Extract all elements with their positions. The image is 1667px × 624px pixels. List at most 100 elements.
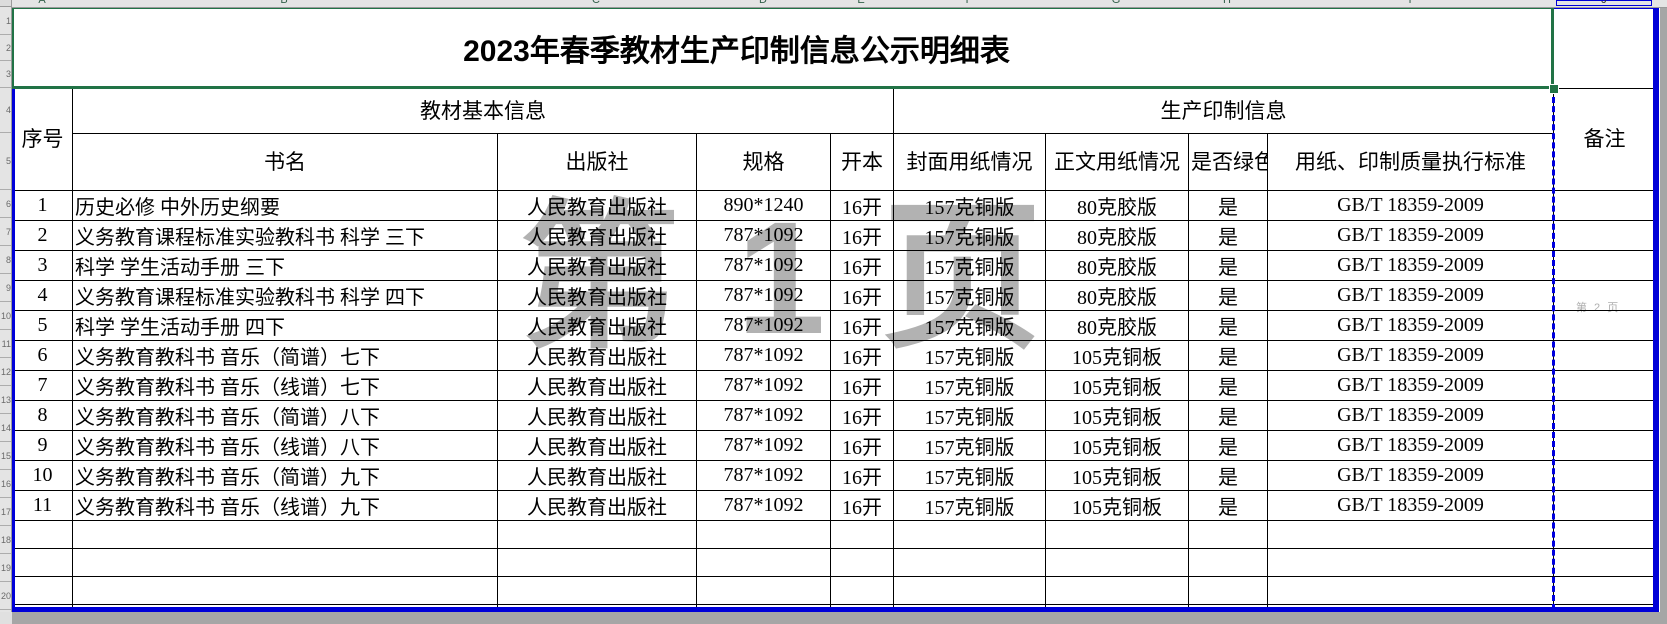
column-letter-C[interactable]: C xyxy=(592,0,600,6)
empty-cell-standard[interactable] xyxy=(1267,520,1554,549)
cell-remark[interactable] xyxy=(1553,310,1656,341)
column-letter-I[interactable]: I xyxy=(1408,0,1412,6)
cell-serial[interactable]: 8 xyxy=(12,400,73,431)
cell-publisher[interactable]: 人民教育出版社 xyxy=(497,460,697,491)
empty-cell-body-paper[interactable] xyxy=(1045,548,1189,577)
cell-format[interactable]: 16开 xyxy=(830,280,894,311)
cell-spec[interactable]: 787*1092 xyxy=(696,310,831,341)
cell-book-title[interactable]: 义务教育教科书 音乐（简谱）八下 xyxy=(72,400,498,431)
cell-cover-paper[interactable]: 157克铜版 xyxy=(893,340,1046,371)
empty-cell-green-print[interactable] xyxy=(1188,520,1268,549)
row-number-13[interactable]: 13 xyxy=(0,386,11,414)
cell-format[interactable]: 16开 xyxy=(830,310,894,341)
cell-publisher[interactable]: 人民教育出版社 xyxy=(497,490,697,521)
cell-format[interactable]: 16开 xyxy=(830,430,894,461)
cell-green-print[interactable]: 是 xyxy=(1188,250,1268,281)
cell-book-title[interactable]: 义务教育课程标准实验教科书 科学 三下 xyxy=(72,220,498,251)
header-serial[interactable]: 序号 xyxy=(12,88,73,191)
cell-remark[interactable] xyxy=(1553,250,1656,281)
cell-standard[interactable]: GB/T 18359-2009 xyxy=(1267,460,1554,491)
column-letter-D[interactable]: D xyxy=(759,0,767,6)
cell-format[interactable]: 16开 xyxy=(830,460,894,491)
cell-cover-paper[interactable]: 157克铜版 xyxy=(893,430,1046,461)
empty-cell-serial[interactable] xyxy=(12,548,73,577)
column-letter-B[interactable]: B xyxy=(280,0,288,6)
cell-standard[interactable]: GB/T 18359-2009 xyxy=(1267,370,1554,401)
cell-publisher[interactable]: 人民教育出版社 xyxy=(497,430,697,461)
cell-serial[interactable]: 11 xyxy=(12,490,73,521)
cell-standard[interactable]: GB/T 18359-2009 xyxy=(1267,490,1554,521)
empty-cell-book-title[interactable] xyxy=(72,520,498,549)
cell-green-print[interactable]: 是 xyxy=(1188,340,1268,371)
col-header-cover-paper[interactable]: 封面用纸情况 xyxy=(893,133,1046,191)
cell-format[interactable]: 16开 xyxy=(830,400,894,431)
cell-publisher[interactable]: 人民教育出版社 xyxy=(497,220,697,251)
cell-standard[interactable]: GB/T 18359-2009 xyxy=(1267,430,1554,461)
cell-green-print[interactable]: 是 xyxy=(1188,370,1268,401)
cell-book-title[interactable]: 义务教育教科书 音乐（线谱）七下 xyxy=(72,370,498,401)
row-number-1[interactable]: 1 xyxy=(0,7,11,35)
row-number-2[interactable]: 2 xyxy=(0,35,11,61)
cell-body-paper[interactable]: 80克胶版 xyxy=(1045,190,1189,221)
cell-body-paper[interactable]: 80克胶版 xyxy=(1045,280,1189,311)
cell-remark[interactable] xyxy=(1553,190,1656,221)
cell-book-title[interactable]: 科学 学生活动手册 三下 xyxy=(72,250,498,281)
col-header-spec[interactable]: 规格 xyxy=(696,133,831,191)
cell-body-paper[interactable]: 105克铜板 xyxy=(1045,370,1189,401)
cell-cover-paper[interactable]: 157克铜版 xyxy=(893,400,1046,431)
cell-body-paper[interactable]: 80克胶版 xyxy=(1045,250,1189,281)
cell-serial[interactable]: 5 xyxy=(12,310,73,341)
cell-format[interactable]: 16开 xyxy=(830,490,894,521)
cell-standard[interactable]: GB/T 18359-2009 xyxy=(1267,340,1554,371)
cell-serial[interactable]: 2 xyxy=(12,220,73,251)
cell-spec[interactable]: 787*1092 xyxy=(696,460,831,491)
cell-format[interactable]: 16开 xyxy=(830,190,894,221)
column-letter-A[interactable]: A xyxy=(38,0,46,6)
cell-serial[interactable]: 3 xyxy=(12,250,73,281)
empty-cell-format[interactable] xyxy=(830,520,894,549)
column-letter-E[interactable]: E xyxy=(857,0,865,6)
empty-cell-body-paper[interactable] xyxy=(1045,520,1189,549)
cell-spec[interactable]: 787*1092 xyxy=(696,370,831,401)
row-number-12[interactable]: 12 xyxy=(0,358,11,386)
cell-remark[interactable] xyxy=(1553,370,1656,401)
col-header-book-title[interactable]: 书名 xyxy=(72,133,498,191)
empty-cell-publisher[interactable] xyxy=(497,520,697,549)
cell-remark[interactable] xyxy=(1553,490,1656,521)
cell-book-title[interactable]: 历史必修 中外历史纲要 xyxy=(72,190,498,221)
cell-green-print[interactable]: 是 xyxy=(1188,460,1268,491)
column-letter-F[interactable]: F xyxy=(965,0,973,6)
column-letter-H[interactable]: H xyxy=(1223,0,1231,6)
cell-publisher[interactable]: 人民教育出版社 xyxy=(497,250,697,281)
cell-body-paper[interactable]: 105克铜板 xyxy=(1045,490,1189,521)
cell-book-title[interactable]: 义务教育教科书 音乐（简谱）九下 xyxy=(72,460,498,491)
cell-remark[interactable] xyxy=(1553,280,1656,311)
cell-standard[interactable]: GB/T 18359-2009 xyxy=(1267,400,1554,431)
row-number-18[interactable]: 18 xyxy=(0,526,11,554)
col-header-body-paper[interactable]: 正文用纸情况 xyxy=(1045,133,1189,191)
row-number-17[interactable]: 17 xyxy=(0,498,11,526)
row-number-5[interactable]: 5 xyxy=(0,133,11,190)
row-number-15[interactable]: 15 xyxy=(0,442,11,470)
column-letter-G[interactable]: G xyxy=(1111,0,1121,6)
row-number-7[interactable]: 7 xyxy=(0,218,11,246)
row-number-11[interactable]: 11 xyxy=(0,330,11,358)
cell-cover-paper[interactable]: 157克铜版 xyxy=(893,190,1046,221)
empty-cell-publisher[interactable] xyxy=(497,576,697,605)
cell-spec[interactable]: 787*1092 xyxy=(696,340,831,371)
cell-book-title[interactable]: 义务教育课程标准实验教科书 科学 四下 xyxy=(72,280,498,311)
row-number-8[interactable]: 8 xyxy=(0,246,11,274)
row-number-10[interactable]: 10 xyxy=(0,302,11,330)
empty-cell-body-paper[interactable] xyxy=(1045,576,1189,605)
cell-cover-paper[interactable]: 157克铜版 xyxy=(893,460,1046,491)
cell-publisher[interactable]: 人民教育出版社 xyxy=(497,280,697,311)
cell-standard[interactable]: GB/T 18359-2009 xyxy=(1267,280,1554,311)
empty-cell-cover-paper[interactable] xyxy=(893,576,1046,605)
empty-cell-spec[interactable] xyxy=(696,576,831,605)
cell-green-print[interactable]: 是 xyxy=(1188,400,1268,431)
row-number-20[interactable]: 20 xyxy=(0,582,11,610)
cell-body-paper[interactable]: 80克胶版 xyxy=(1045,220,1189,251)
cell-publisher[interactable]: 人民教育出版社 xyxy=(497,340,697,371)
used-range-border-bottom[interactable] xyxy=(12,607,1659,612)
row-number-14[interactable]: 14 xyxy=(0,414,11,442)
